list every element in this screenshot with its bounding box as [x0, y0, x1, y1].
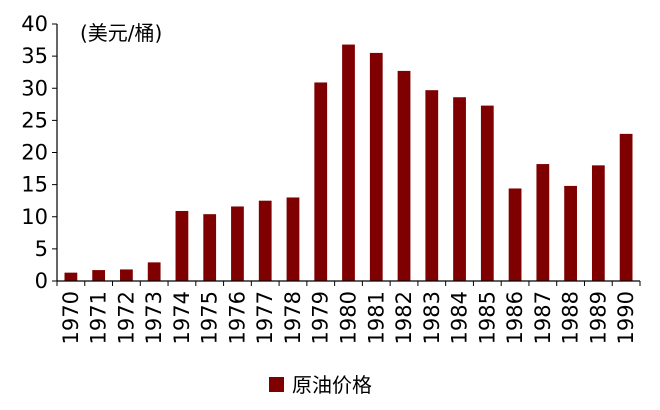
bar-1978 — [286, 197, 300, 281]
x-axis-ticks: 1970 1971 1972 1973 1974 1975 1976 1977 1978 1979… — [56, 281, 641, 344]
x-tick-label-1989: 1989 — [586, 291, 610, 344]
y-axis-ticks: 0 5 10 15 20 25 30 35 40 — [21, 12, 57, 293]
x-tick-label-1978: 1978 — [281, 291, 305, 344]
bar-1982 — [397, 70, 411, 282]
bar-1973 — [147, 262, 161, 281]
y-tick-label: 20 — [21, 141, 48, 165]
bar-1977 — [258, 200, 272, 281]
x-tick-label-1977: 1977 — [253, 291, 277, 344]
bar-1981 — [369, 52, 383, 281]
x-tick-label-1980: 1980 — [337, 291, 361, 344]
bar-1983 — [425, 90, 439, 282]
bar-1984 — [453, 97, 466, 282]
bar-1972 — [120, 269, 133, 281]
y-tick-label: 0 — [35, 269, 48, 293]
x-tick-label-1972: 1972 — [114, 291, 138, 344]
x-tick-label-1982: 1982 — [392, 291, 416, 344]
bar-1990 — [619, 133, 633, 281]
legend-label: 原油价格 — [292, 373, 372, 397]
y-tick-label: 30 — [21, 76, 48, 100]
x-tick-label-1975: 1975 — [198, 291, 222, 344]
bar-1987 — [536, 164, 550, 281]
unit-label: (美元/桶) — [80, 21, 162, 45]
bar-1971 — [92, 270, 106, 281]
x-tick-label-1983: 1983 — [420, 291, 444, 344]
x-tick-label-1981: 1981 — [364, 291, 388, 344]
bars — [64, 44, 633, 282]
x-tick-label-1971: 1971 — [87, 291, 111, 344]
bar-1985 — [480, 105, 494, 281]
bar-1979 — [314, 82, 328, 281]
x-tick-label-1970: 1970 — [59, 291, 83, 344]
y-tick-label: 25 — [21, 108, 48, 132]
bar-1970 — [64, 272, 78, 281]
x-tick-label-1984: 1984 — [448, 291, 472, 344]
x-tick-label-1987: 1987 — [531, 291, 555, 344]
x-tick-label-1988: 1988 — [559, 291, 583, 344]
bar-1989 — [591, 165, 605, 281]
legend: 原油价格 — [269, 373, 372, 397]
bar-1986 — [508, 188, 522, 281]
x-tick-label-1986: 1986 — [503, 291, 527, 344]
x-tick-label-1990: 1990 — [614, 291, 638, 344]
y-tick-label: 10 — [21, 205, 48, 229]
y-tick-label: 15 — [21, 173, 48, 197]
x-tick-label-1976: 1976 — [225, 291, 249, 344]
x-tick-label-1979: 1979 — [309, 291, 333, 344]
bar-1975 — [203, 214, 217, 281]
x-tick-label-1973: 1973 — [142, 291, 166, 344]
x-tick-label-1985: 1985 — [475, 291, 499, 344]
y-tick-label: 35 — [21, 44, 48, 68]
bar-1974 — [175, 210, 189, 281]
x-tick-label-1974: 1974 — [170, 291, 194, 344]
bar-1988 — [564, 185, 577, 281]
bar-1976 — [231, 206, 244, 281]
y-tick-label: 5 — [35, 237, 48, 261]
bar-1980 — [342, 44, 355, 282]
y-tick-label: 40 — [21, 12, 48, 36]
legend-swatch — [269, 377, 284, 392]
